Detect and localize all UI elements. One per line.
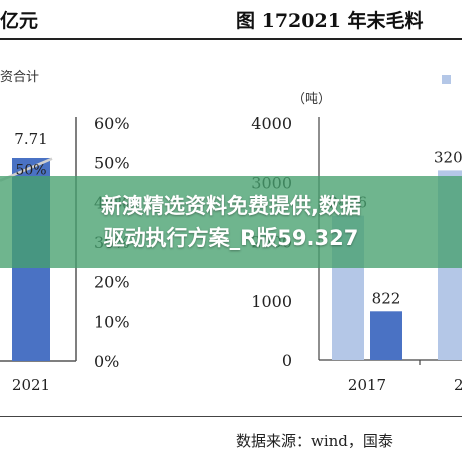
banner-line-1: 新澳精选资料免费提供,数据 <box>101 194 361 218</box>
left-chart-title: 亿元 <box>0 10 39 32</box>
promo-banner[interactable]: 新澳精选资料免费提供,数据 驱动执行方案_R版59.327 <box>0 176 462 268</box>
percent-value-label: 50% <box>15 163 46 179</box>
banner-line-2: 驱动执行方案_R版59.327 <box>103 226 359 250</box>
left-title-rule <box>0 38 222 40</box>
y-tick-label: 4000 <box>251 114 292 133</box>
right-source-note: 数据来源：wind，国泰 <box>236 432 393 450</box>
left-legend-text: 资合计 <box>0 70 40 85</box>
data-label-light-2018: 320 <box>434 148 462 166</box>
x-tick-label-2017: 2017 <box>348 376 386 394</box>
y2-tick-label: 60% <box>94 114 130 133</box>
legend-swatch <box>442 75 451 84</box>
right-title-rule <box>222 38 462 40</box>
x-tick-label-2018: 2018 <box>454 376 462 394</box>
right-unit-label: （吨） <box>292 92 332 107</box>
right-chart-title: 图 172021 年末毛料 <box>236 10 424 32</box>
y-tick-label: 1000 <box>251 292 292 311</box>
x-tick-label: 2021 <box>12 376 50 394</box>
right-bottom-rule <box>222 416 462 417</box>
y-tick-label: 0 <box>282 351 292 370</box>
data-label-dark-2017: 822 <box>372 289 401 307</box>
y2-tick-label: 0% <box>94 352 119 371</box>
y2-tick-label: 20% <box>94 273 130 292</box>
y2-tick-label: 50% <box>94 154 130 173</box>
bar-dark-2017 <box>370 311 402 360</box>
left-bottom-rule <box>0 416 222 417</box>
y2-tick-label: 10% <box>94 312 130 331</box>
bar-value-label: 7.71 <box>14 130 47 148</box>
